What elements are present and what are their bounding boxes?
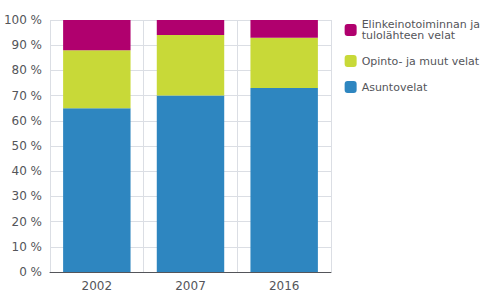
svg-text:80 %: 80 %: [12, 63, 43, 77]
svg-text:70 %: 70 %: [12, 89, 43, 103]
svg-text:Opinto- ja muut velat: Opinto- ja muut velat: [362, 55, 480, 68]
svg-text:90 %: 90 %: [12, 38, 43, 52]
svg-text:10 %: 10 %: [12, 240, 43, 254]
svg-text:60 %: 60 %: [12, 114, 43, 128]
svg-text:30 %: 30 %: [12, 189, 43, 203]
svg-text:50 %: 50 %: [12, 139, 43, 153]
svg-text:2002: 2002: [82, 279, 113, 293]
svg-text:0 %: 0 %: [19, 265, 42, 279]
svg-text:Elinkeinotoiminnan ja: Elinkeinotoiminnan ja: [361, 18, 480, 31]
svg-text:40 %: 40 %: [12, 164, 43, 178]
svg-text:tulolähteen velat: tulolähteen velat: [362, 29, 456, 42]
svg-text:2016: 2016: [269, 279, 300, 293]
svg-text:100 %: 100 %: [4, 13, 42, 27]
svg-text:Asuntovelat: Asuntovelat: [362, 81, 428, 94]
svg-text:2007: 2007: [175, 279, 206, 293]
svg-text:20 %: 20 %: [12, 215, 43, 229]
